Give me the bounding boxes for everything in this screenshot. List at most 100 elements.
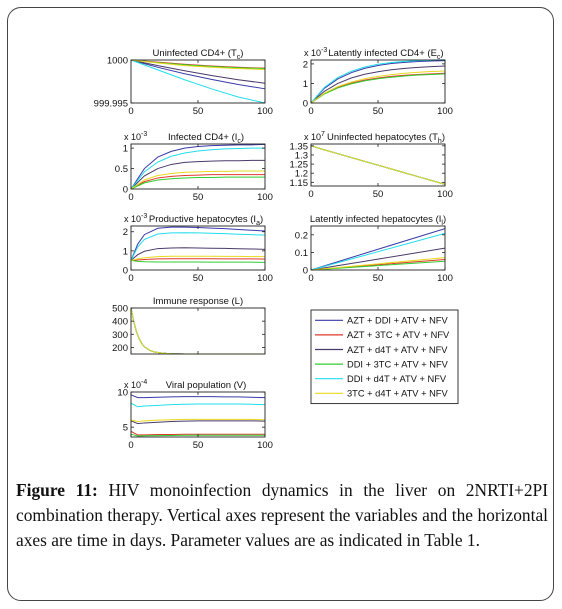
series-line-3 [130, 420, 266, 425]
chart-panel-7: 200 300 400 500 Immune response (L) [112, 296, 266, 355]
x-tick-label: 50 [193, 273, 204, 284]
panel-title-close: ) [260, 214, 263, 225]
panel-title-text: Productive hepatocytes (I [149, 214, 256, 225]
panel-title: Immune response (L) [153, 296, 243, 307]
y-tick-label: 1.3 [295, 150, 308, 161]
panel-title: Uninfected hepatocytes (Th) [327, 132, 445, 145]
series-line-5 [130, 232, 266, 261]
series-line-2 [130, 307, 265, 355]
caption-label: Figure 11: [16, 480, 98, 500]
legend: AZT + DDI + ATV + NFV AZT + 3TC + ATV + N… [310, 309, 459, 405]
series-line-6 [310, 257, 446, 271]
y-tick-label: 1.2 [295, 169, 308, 180]
figure-frame [7, 7, 554, 601]
series-line-5 [310, 59, 446, 104]
panel-title-subscript: a [256, 220, 260, 227]
y-tick-label: 5 [123, 423, 128, 434]
x-tick-label: 100 [257, 273, 273, 284]
x-tick-label: 0 [308, 106, 313, 117]
legend-label-1: AZT + DDI + ATV + NFV [347, 316, 448, 326]
y-exponent-label: x 10-3 [304, 47, 327, 58]
y-tick-label: 500 [112, 304, 128, 315]
legend-label-6: 3TC + d4T + ATV + NFV [347, 389, 448, 399]
series-line-3 [130, 307, 265, 355]
panel-title-subscript: c [437, 54, 441, 61]
series-line-2 [130, 430, 265, 436]
series-line-2 [130, 174, 265, 190]
series-line-5 [130, 59, 266, 104]
series-line-6 [130, 307, 265, 355]
x-tick-label: 50 [193, 440, 204, 451]
chart-panel-5: 0 50 100 0 1 2 x 10-3 Productive hepatocytes (I… [123, 213, 273, 284]
legend-label-3: AZT + d4T + ATV + NFV [347, 345, 448, 355]
y-exponent-label: x 10-4 [124, 379, 147, 390]
series-line-6 [310, 145, 446, 185]
panel-title-subscript: c [237, 138, 241, 145]
plot-frame [130, 307, 266, 355]
y-exponent-label: x 10-3 [124, 213, 147, 224]
y-tick-label: 999.995 [94, 99, 128, 110]
x-tick-label: 100 [437, 273, 453, 284]
series-line-4 [130, 307, 265, 355]
y-exponent-power: -4 [141, 379, 147, 386]
y-tick-label: 10 [117, 388, 128, 399]
chart-panel-4: 0 50 100 1.151.21.251.31.35x 107 Uninfected … [290, 131, 453, 200]
series-line-3 [130, 159, 265, 190]
x-tick-label: 100 [257, 192, 273, 203]
x-tick-label: 0 [308, 273, 313, 284]
plot-frame [310, 59, 446, 104]
series-line-4 [130, 259, 266, 263]
series-line-6 [130, 255, 265, 261]
panel-title: Viral population (V) [166, 380, 247, 391]
series-line-6 [130, 59, 266, 70]
panel-title-text: Uninfected CD4+ (T [153, 48, 237, 59]
series-line-1 [130, 226, 266, 261]
y-exponent-power: -3 [321, 47, 327, 54]
series-line-2 [130, 258, 266, 261]
y-tick-label: 300 [112, 330, 128, 341]
x-tick-label: 50 [373, 189, 384, 200]
figure-caption: Figure 11: HIV monoinfection dynamics in… [16, 478, 548, 553]
y-tick-label: 0 [303, 266, 308, 277]
series-line-1 [130, 307, 265, 355]
series-line-2 [310, 72, 446, 104]
x-tick-label: 100 [437, 106, 453, 117]
panel-title-close: ) [443, 214, 446, 225]
x-tick-label: 0 [308, 189, 313, 200]
series-line-3 [130, 59, 266, 84]
chart-panel-2: 0 50 100 0 1 2x 10-3 Latently infected CD4+ (E… [303, 47, 453, 117]
y-tick-label: 0 [303, 99, 308, 110]
caption-text: HIV monoinfection dynamics in the liver … [16, 480, 548, 550]
y-exponent-power: 7 [321, 131, 325, 138]
y-tick-label: 0.1 [295, 248, 308, 259]
series-line-5 [130, 307, 265, 355]
panel-title-close: ) [240, 48, 243, 59]
panel-title: Infected CD4+ (Ic) [168, 132, 244, 145]
y-tick-label: 1.15 [290, 178, 309, 189]
x-tick-label: 50 [373, 273, 384, 284]
series-line-5 [130, 402, 266, 408]
series-line-3 [310, 65, 446, 104]
legend-label-4: DDI + 3TC + ATV + NFV [347, 359, 449, 369]
series-line-1 [130, 394, 266, 399]
x-tick-label: 0 [128, 192, 133, 203]
x-tick-label: 0 [128, 106, 133, 117]
y-tick-label: 200 [112, 343, 128, 354]
chart-panel-3: 0 50 100 0 0.5 1 x 10-3 Infected CD4+ (Ic) [115, 131, 273, 203]
x-tick-label: 50 [373, 106, 384, 117]
series-line-4 [310, 73, 446, 104]
panel-title-close: ) [442, 132, 445, 143]
x-tick-label: 100 [257, 440, 273, 451]
series-line-3 [310, 247, 446, 271]
series-line-5 [310, 232, 446, 271]
series-line-3 [130, 247, 266, 261]
y-exponent-power: -3 [141, 213, 147, 220]
panel-title: Latently infected hepatocytes (Il) [310, 214, 446, 227]
y-tick-label: 1 [303, 79, 308, 90]
y-tick-label: 0.5 [115, 164, 128, 175]
y-exponent-power: -3 [141, 131, 147, 138]
panel-title-text: Immune response (L) [153, 296, 243, 307]
x-tick-label: 0 [128, 440, 133, 451]
